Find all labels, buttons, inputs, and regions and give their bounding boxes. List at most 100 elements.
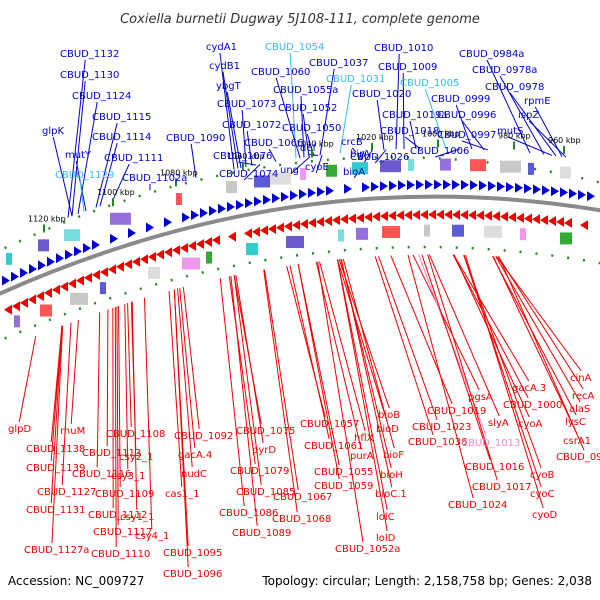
reverse-gene-label: CBUD_1086	[219, 508, 278, 519]
forward-gene-arrow	[407, 179, 415, 190]
reverse-gene-leader-line	[233, 275, 262, 486]
reverse-gene-arrow	[268, 223, 276, 234]
reverse-gene-label: CBUD_0996a	[556, 452, 600, 463]
reverse-gene-label: CBUD_1036	[408, 437, 467, 448]
reverse-gene-label: hflX	[354, 433, 374, 444]
reverse-gene-arrow	[60, 281, 68, 292]
forward-gene-leader-line	[268, 148, 277, 162]
forward-gene-arrow	[218, 203, 226, 214]
reverse-gene-arrow	[476, 210, 484, 221]
forward-gene-arrow	[326, 185, 334, 196]
reverse-gene-arrow	[172, 245, 180, 256]
reverse-gene-arrow	[12, 301, 20, 312]
forward-gene-leader-line	[300, 95, 305, 158]
reverse-gene-arrow	[36, 291, 44, 302]
reverse-gene-leader-line	[378, 256, 438, 421]
forward-gene-arrow	[146, 222, 154, 233]
reverse-feature-block	[520, 228, 526, 241]
forward-gene-label: bioA	[343, 167, 365, 178]
reverse-gene-label: CBUD_1000	[503, 400, 562, 411]
reverse-gene-leader-line	[427, 254, 498, 481]
reverse-gene-arrow	[540, 215, 548, 226]
reverse-gene-label: cas1_1	[165, 489, 200, 500]
reverse-gene-label: CBUD_1068	[272, 514, 331, 525]
reverse-gene-label: CBUD_1116	[72, 469, 131, 480]
forward-feature-block	[64, 229, 80, 242]
reverse-gene-arrow	[276, 222, 284, 233]
forward-gene-label: CBUD_0978	[485, 82, 544, 93]
reverse-gene-arrow	[548, 215, 556, 226]
reverse-gene-leader-line	[289, 265, 330, 440]
reverse-gene-label: CBUD_1016	[465, 462, 524, 473]
accession-text: Accession: NC_009727	[8, 574, 144, 588]
reverse-gene-arrow	[156, 249, 164, 260]
forward-gene-leader-line	[52, 136, 73, 217]
reverse-gene-label: CBUD_1108	[106, 429, 165, 440]
reverse-gene-leader-line	[463, 254, 542, 488]
forward-gene-arrow	[281, 191, 289, 202]
reverse-gene-leader-line	[173, 289, 189, 568]
reverse-gene-arrow	[68, 278, 76, 289]
reverse-gene-arrow	[164, 247, 172, 258]
forward-gene-leader-line	[508, 136, 553, 156]
reverse-gene-arrow	[44, 287, 52, 298]
forward-gene-arrow	[587, 191, 595, 202]
reverse-gene-label: CBUD_1079	[230, 466, 289, 477]
reverse-gene-leader-line	[374, 256, 434, 436]
forward-feature-block	[110, 212, 131, 225]
reverse-gene-label: CBUD_1061	[304, 441, 363, 452]
forward-gene-leader-line	[395, 53, 400, 150]
reverse-gene-arrow	[436, 209, 444, 220]
reverse-gene-label: bioH	[380, 470, 403, 481]
forward-gene-leader-line	[95, 122, 118, 208]
forward-gene-leader-line	[461, 120, 485, 151]
reverse-feature-block	[356, 227, 368, 240]
reverse-gene-label: lolC	[376, 512, 395, 523]
forward-gene-label: CBUD_1009	[378, 62, 437, 73]
reverse-gene-arrow	[356, 212, 364, 223]
forward-gene-arrow	[551, 186, 559, 197]
forward-gene-label: CBUD_1124	[72, 91, 131, 102]
forward-gene-arrow	[209, 205, 217, 216]
reverse-gene-leader-line	[452, 254, 529, 399]
forward-gene-arrow	[452, 179, 460, 190]
forward-gene-label: cydA1	[206, 42, 237, 53]
forward-feature-block	[270, 172, 291, 185]
reverse-gene-leader-line	[118, 305, 121, 488]
reverse-gene-arrow	[524, 213, 532, 224]
reverse-gene-leader-line	[124, 303, 129, 470]
forward-gene-arrow	[362, 182, 370, 193]
reverse-gene-leader-line	[106, 309, 109, 447]
reverse-gene-leader-line	[114, 307, 117, 548]
forward-gene-leader-line	[302, 113, 310, 157]
forward-gene-label: CBUD_1010	[374, 43, 433, 54]
forward-gene-arrow	[389, 180, 397, 191]
forward-gene-arrow	[38, 260, 46, 271]
forward-gene-leader-line	[308, 153, 319, 157]
position-ticks: 1120 kbp 1100 kbp 1080 kbp 1060 kbp 1040 kbp…	[28, 130, 581, 233]
forward-gene-label: mutS	[497, 126, 523, 137]
forward-gene-label: CBUD_1019a	[382, 110, 447, 121]
forward-gene-label: CBUD_1054	[265, 42, 324, 53]
forward-gene-label: CBUD_1132	[60, 49, 119, 60]
reverse-gene-arrow	[284, 221, 292, 232]
reverse-gene-arrow	[196, 238, 204, 249]
forward-gene-leader-line	[243, 164, 261, 181]
forward-gene-arrow	[371, 181, 379, 192]
reverse-gene-label: glpD	[8, 424, 31, 435]
forward-feature-block	[352, 162, 368, 175]
forward-gene-label: CBUD_1130	[60, 70, 119, 81]
reverse-gene-label: CBUD_1127a	[24, 545, 89, 556]
forward-gene-arrow	[200, 207, 208, 218]
reverse-gene-leader-line	[61, 322, 72, 486]
reverse-gene-arrow	[132, 256, 140, 267]
reverse-gene-label: rhuM	[60, 426, 85, 437]
forward-gene-leader-line	[339, 84, 352, 154]
forward-gene-label: mutY	[65, 150, 92, 161]
forward-gene-leader-line	[111, 163, 130, 203]
forward-gene-label: CBUD_1073	[217, 99, 276, 110]
reverse-feature-block	[560, 232, 572, 245]
reverse-gene-label: CBUD_1057	[300, 419, 359, 430]
forward-feature-block	[380, 160, 401, 173]
